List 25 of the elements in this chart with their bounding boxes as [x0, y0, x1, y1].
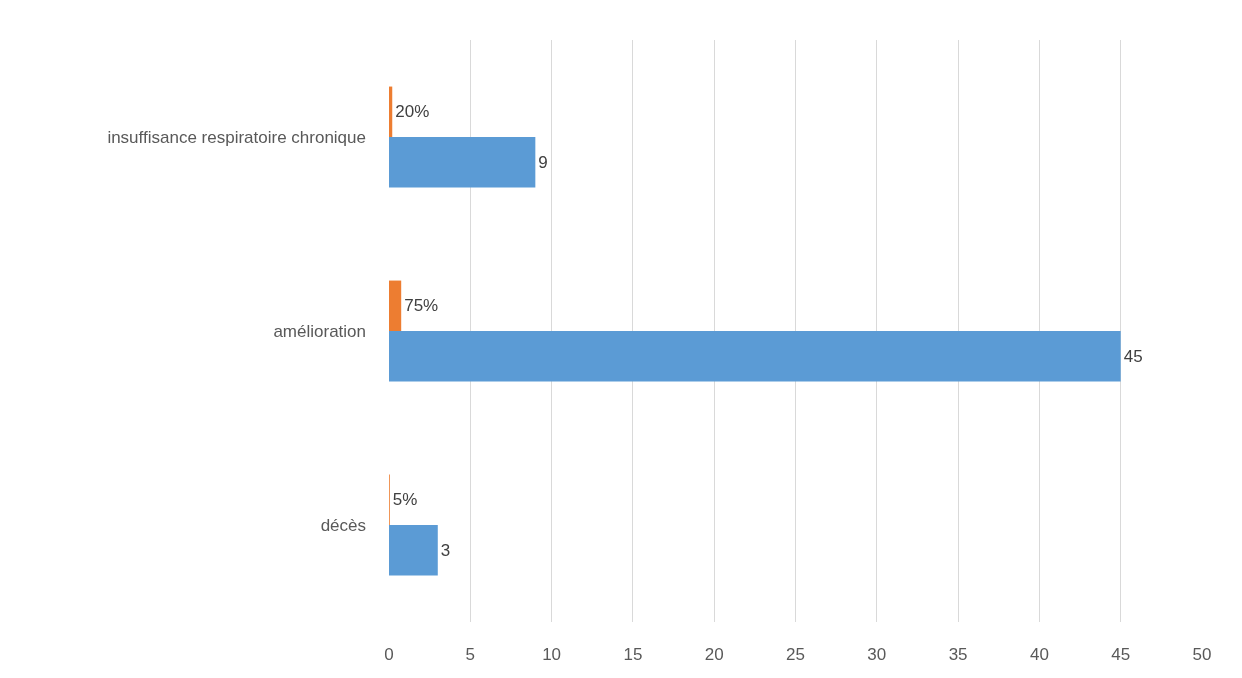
data-label: 9 — [538, 152, 548, 172]
data-label: 75% — [404, 296, 439, 316]
bar — [389, 137, 536, 188]
data-label: 5% — [392, 490, 418, 510]
bar — [389, 525, 438, 576]
x-tick-label: 5 — [465, 645, 476, 664]
data-label: 20% — [395, 102, 430, 122]
data-label: 45 — [1123, 346, 1143, 366]
x-tick-label: 25 — [786, 645, 805, 664]
x-tick-label: 40 — [1029, 645, 1049, 664]
x-tick-label: 50 — [1192, 645, 1212, 664]
x-tick-label: 45 — [1111, 645, 1131, 664]
x-tick-label: 35 — [948, 645, 968, 664]
y-tick-label: décès — [320, 515, 366, 535]
y-tick-label: amélioration — [273, 321, 366, 341]
x-tick-label: 30 — [867, 645, 887, 664]
bar — [389, 86, 393, 137]
y-tick-label: insuffisance respiratoire chronique — [107, 127, 366, 147]
data-label: 3 — [440, 540, 451, 560]
x-tick-label: 15 — [623, 645, 643, 664]
x-tick-label: 0 — [384, 645, 394, 664]
x-tick-label: 20 — [704, 645, 724, 664]
bar — [389, 280, 402, 331]
x-tick-label: 10 — [542, 645, 562, 664]
bar — [389, 331, 1121, 382]
